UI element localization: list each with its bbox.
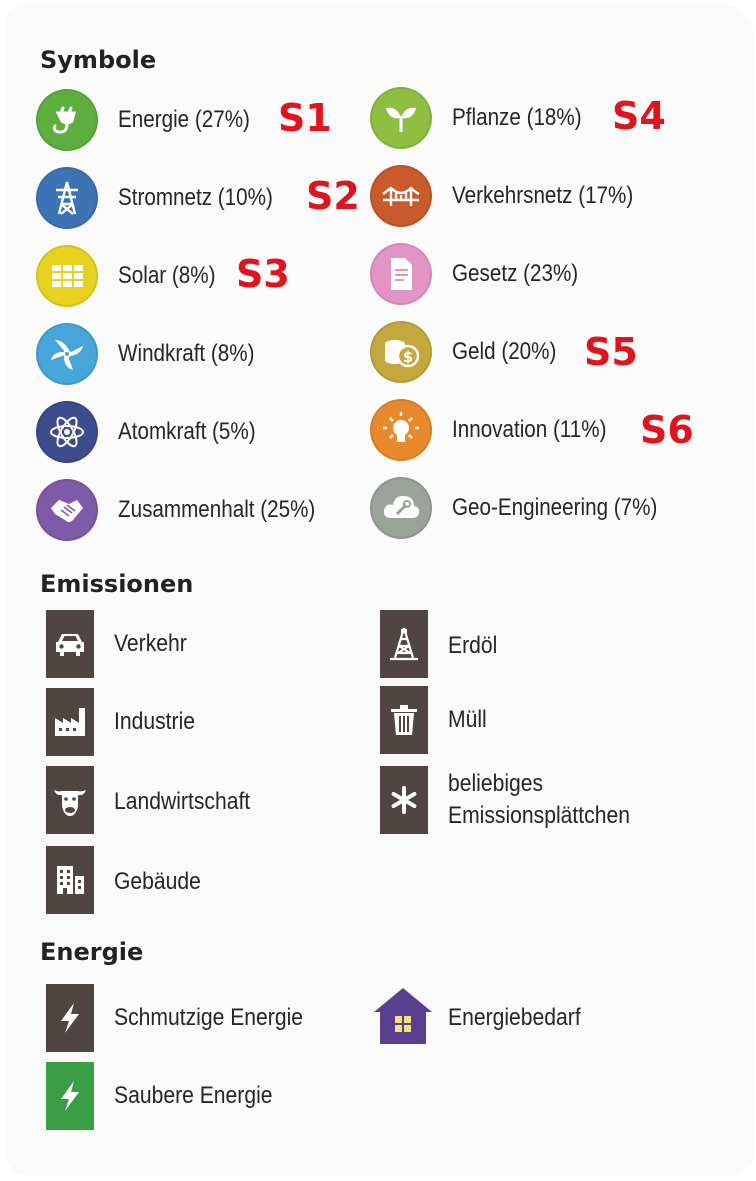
symbol-item-solar: Solar (8%): [36, 244, 231, 308]
symbol-label: Geo-Engineering (7%): [452, 494, 658, 521]
tag-s5: S5: [584, 330, 638, 374]
cloud-wrench-icon: [370, 477, 432, 539]
symbol-item-nuclear: Atomkraft (5%): [36, 400, 278, 464]
wind-turbine-icon: [36, 323, 98, 385]
symbol-item-innovation: Innovation (11%): [370, 398, 632, 462]
asterisk-icon: [380, 766, 428, 834]
tag-s1: S1: [278, 96, 332, 140]
section-title-emissions: Emissionen: [40, 570, 194, 598]
symbol-item-plant: Pflanze (18%): [370, 86, 603, 150]
energy-label: Energiebedarf: [448, 1004, 581, 1031]
coins-icon: $: [370, 321, 432, 383]
symbol-item-grid: Stromnetz (10%): [36, 166, 298, 230]
handshake-icon: [36, 479, 98, 541]
plug-icon: [36, 89, 98, 151]
document-icon: [370, 243, 432, 305]
emission-label: beliebiges: [448, 770, 544, 797]
symbol-item-traffic-net: Verkehrsnetz (17%): [370, 164, 663, 228]
section-title-symbols: Symbole: [40, 46, 157, 74]
symbol-label: Zusammenhalt (25%): [118, 496, 316, 523]
emission-label: Gebäude: [114, 868, 201, 895]
trash-can-icon: [380, 686, 428, 754]
emission-label: Landwirtschaft: [114, 788, 251, 815]
factory-icon: [46, 688, 94, 756]
svg-text:$: $: [403, 348, 413, 366]
lightbulb-icon: [370, 399, 432, 461]
emission-label: Müll: [448, 706, 487, 733]
symbol-item-cohesion: Zusammenhalt (25%): [36, 478, 347, 542]
energy-label: Saubere Energie: [114, 1082, 273, 1109]
symbol-label: Energie (27%): [118, 106, 250, 133]
cow-icon: [46, 766, 94, 834]
symbol-item-energy: Energie (27%): [36, 88, 271, 152]
emission-label: Verkehr: [114, 630, 187, 657]
symbol-label: Solar (8%): [118, 262, 216, 289]
emission-label-line2: Emissionsplättchen: [448, 802, 630, 829]
sprout-icon: [370, 87, 432, 149]
symbol-label: Innovation (11%): [452, 416, 607, 443]
symbol-item-law: Gesetz (23%): [370, 242, 599, 306]
symbol-label: Atomkraft (5%): [118, 418, 256, 445]
tag-s6: S6: [640, 408, 694, 452]
emission-label: Industrie: [114, 708, 196, 735]
lightning-icon: [46, 1062, 94, 1130]
symbol-item-geo-engineering: Geo-Engineering (7%): [370, 476, 691, 540]
symbol-item-wind: Windkraft (8%): [36, 322, 277, 386]
solar-panel-icon: [36, 245, 98, 307]
symbol-item-money: $ Geld (20%): [370, 320, 573, 384]
emission-label: Erdöl: [448, 632, 498, 659]
symbol-label: Gesetz (23%): [452, 260, 579, 287]
building-icon: [46, 846, 94, 914]
symbol-label: Geld (20%): [452, 338, 557, 365]
atom-icon: [36, 401, 98, 463]
car-icon: [46, 610, 94, 678]
power-pylon-icon: [36, 167, 98, 229]
symbol-label: Stromnetz (10%): [118, 184, 273, 211]
tag-s2: S2: [306, 174, 360, 218]
energy-label: Schmutzige Energie: [114, 1004, 304, 1031]
lightning-icon: [46, 984, 94, 1052]
house-icon: [372, 986, 434, 1046]
oil-derrick-icon: [380, 610, 428, 678]
symbol-label: Verkehrsnetz (17%): [452, 182, 634, 209]
symbol-label: Pflanze (18%): [452, 104, 582, 131]
tag-s4: S4: [612, 94, 666, 138]
bridge-icon: [370, 165, 432, 227]
section-title-energy: Energie: [40, 938, 144, 966]
tag-s3: S3: [236, 252, 290, 296]
symbol-label: Windkraft (8%): [118, 340, 255, 367]
